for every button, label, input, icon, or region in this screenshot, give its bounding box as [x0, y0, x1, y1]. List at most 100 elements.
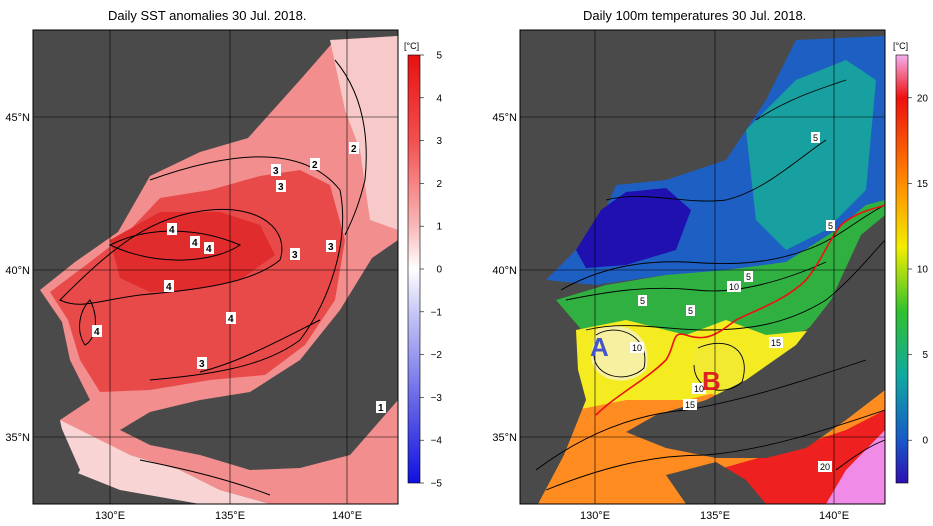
svg-text:35°N: 35°N: [492, 432, 517, 444]
contour-label: 4: [167, 223, 177, 236]
contour-label: 2: [310, 158, 320, 171]
svg-text:5: 5: [640, 296, 645, 306]
anomaly-colorbar: [°C] 5 4 3 2 1 0 −1 −2 −3 −4 −5: [404, 41, 442, 490]
svg-text:3: 3: [273, 166, 279, 177]
colorbar-tick-label: 0: [436, 265, 442, 276]
right-map-title: Daily 100m temperatures 30 Jul. 2018.: [583, 8, 807, 23]
colorbar-tick-label: −3: [431, 393, 443, 404]
colorbar-tick-label: 2: [436, 179, 442, 190]
contour-label: 4: [190, 236, 200, 249]
teal-zone: [746, 60, 876, 250]
graticule: [33, 30, 398, 504]
svg-text:3: 3: [292, 250, 298, 261]
contour-label: 5: [638, 295, 647, 306]
contour-label: 5: [826, 220, 835, 231]
contour-label: 4: [164, 280, 174, 293]
contour-label: 4: [92, 325, 102, 338]
svg-text:130°E: 130°E: [580, 510, 610, 522]
pacific-coast-land: [666, 462, 766, 504]
colorbar-tick-label: −2: [431, 350, 443, 361]
honshu: [120, 240, 398, 470]
svg-text:45°N: 45°N: [5, 112, 30, 124]
colorbar-unit: [°C]: [893, 41, 908, 51]
colorbar-tick-label: 5: [436, 51, 442, 62]
lon-axis: 130°E 135°E 140°E: [580, 510, 849, 522]
contour-lines: [59, 59, 367, 496]
svg-text:4: 4: [206, 244, 212, 255]
lat-axis: 45°N 40°N 35°N: [5, 112, 30, 444]
colorbar-tick-label: −5: [431, 479, 443, 490]
lat-axis: 45°N 40°N 35°N: [492, 112, 517, 444]
svg-text:4: 4: [166, 282, 172, 293]
contour-label: 5: [811, 132, 820, 143]
colorbar-unit: [°C]: [404, 41, 419, 51]
colorbar-tick-label: 15: [917, 179, 929, 190]
green-zone: [556, 200, 885, 345]
eddy-B: [691, 339, 748, 396]
contour-lines: [535, 79, 885, 491]
svg-text:15: 15: [771, 338, 781, 348]
contour-label: 2: [349, 142, 359, 155]
contour-label: 15: [769, 337, 783, 348]
svg-text:15: 15: [685, 400, 695, 410]
contour-label-group: 2 2 3 3 4 4 4 4 3 3 4 4 3 1: [92, 142, 386, 414]
colorbar-tick-label: 20: [917, 93, 929, 104]
svg-text:10: 10: [694, 384, 704, 394]
contour-label: 10: [692, 383, 706, 394]
svg-text:135°E: 135°E: [215, 510, 245, 522]
colorbar-tick-label: 10: [917, 265, 929, 276]
svg-text:130°E: 130°E: [95, 510, 125, 522]
lon-axis: 130°E 135°E 140°E: [95, 510, 362, 522]
svg-text:4: 4: [192, 238, 198, 249]
svg-text:3: 3: [328, 242, 334, 253]
korea-peninsula: [520, 30, 586, 504]
honshu: [626, 215, 885, 458]
svg-text:20: 20: [820, 462, 830, 472]
contour-label: 10: [630, 342, 644, 353]
svg-text:1: 1: [378, 403, 384, 414]
contour-label: 5: [744, 271, 753, 282]
colorbar-tick-label: 3: [436, 136, 442, 147]
svg-text:4: 4: [94, 327, 100, 338]
svg-text:35°N: 35°N: [5, 432, 30, 444]
colorbar-tick-label: −1: [431, 307, 443, 318]
svg-text:5: 5: [746, 272, 751, 282]
contour-label-group: 5 5 5 5 5 10 10 10 15 15 20: [630, 132, 835, 472]
sst-anomaly-map: 2 2 3 3 4 4 4 4 3 3 4 4 3 1 45°N 40°N 35…: [5, 29, 442, 522]
colorbar-tick-label: 4: [436, 93, 442, 104]
svg-text:10: 10: [729, 282, 739, 292]
svg-text:140°E: 140°E: [332, 510, 362, 522]
map-frame: [32, 29, 399, 505]
svg-text:10: 10: [632, 343, 642, 353]
temperature-colorbar: [°C] 20 15 10 5 0: [893, 41, 929, 484]
contour-label: 10: [727, 281, 741, 292]
korea-peninsula: [33, 30, 88, 504]
svg-text:40°N: 40°N: [5, 265, 30, 277]
contour-label: 4: [204, 242, 214, 255]
contour-label: 5: [686, 305, 695, 316]
colorbar-tick-label: 5: [922, 350, 928, 361]
magenta-zone: [826, 430, 885, 504]
contour-label: 15: [683, 399, 697, 410]
contour-label: 3: [290, 248, 300, 261]
colorbar-tick-label: 0: [922, 436, 928, 447]
marker-B: B: [702, 366, 721, 396]
contour-label: 4: [226, 312, 236, 325]
marker-A: A: [590, 332, 609, 362]
svg-text:140°E: 140°E: [819, 510, 849, 522]
colorbar-tick-label: −4: [431, 436, 443, 447]
left-map-title: Daily SST anomalies 30 Jul. 2018.: [108, 8, 307, 23]
svg-text:2: 2: [351, 144, 357, 155]
svg-text:3: 3: [199, 359, 205, 370]
svg-text:135°E: 135°E: [700, 510, 730, 522]
svg-text:45°N: 45°N: [492, 112, 517, 124]
graticule: [520, 30, 885, 504]
contour-label: 1: [376, 401, 386, 414]
deep-cold: [576, 188, 691, 268]
svg-text:40°N: 40°N: [492, 265, 517, 277]
temp-100m-map: 5 5 5 5 5 10 10 10 15 15 20 A B 45°N 40°…: [492, 29, 929, 522]
contour-label: 3: [276, 180, 286, 193]
contour-label: 3: [271, 164, 281, 177]
contour-label: 3: [197, 357, 207, 370]
contour-label: 3: [326, 240, 336, 253]
